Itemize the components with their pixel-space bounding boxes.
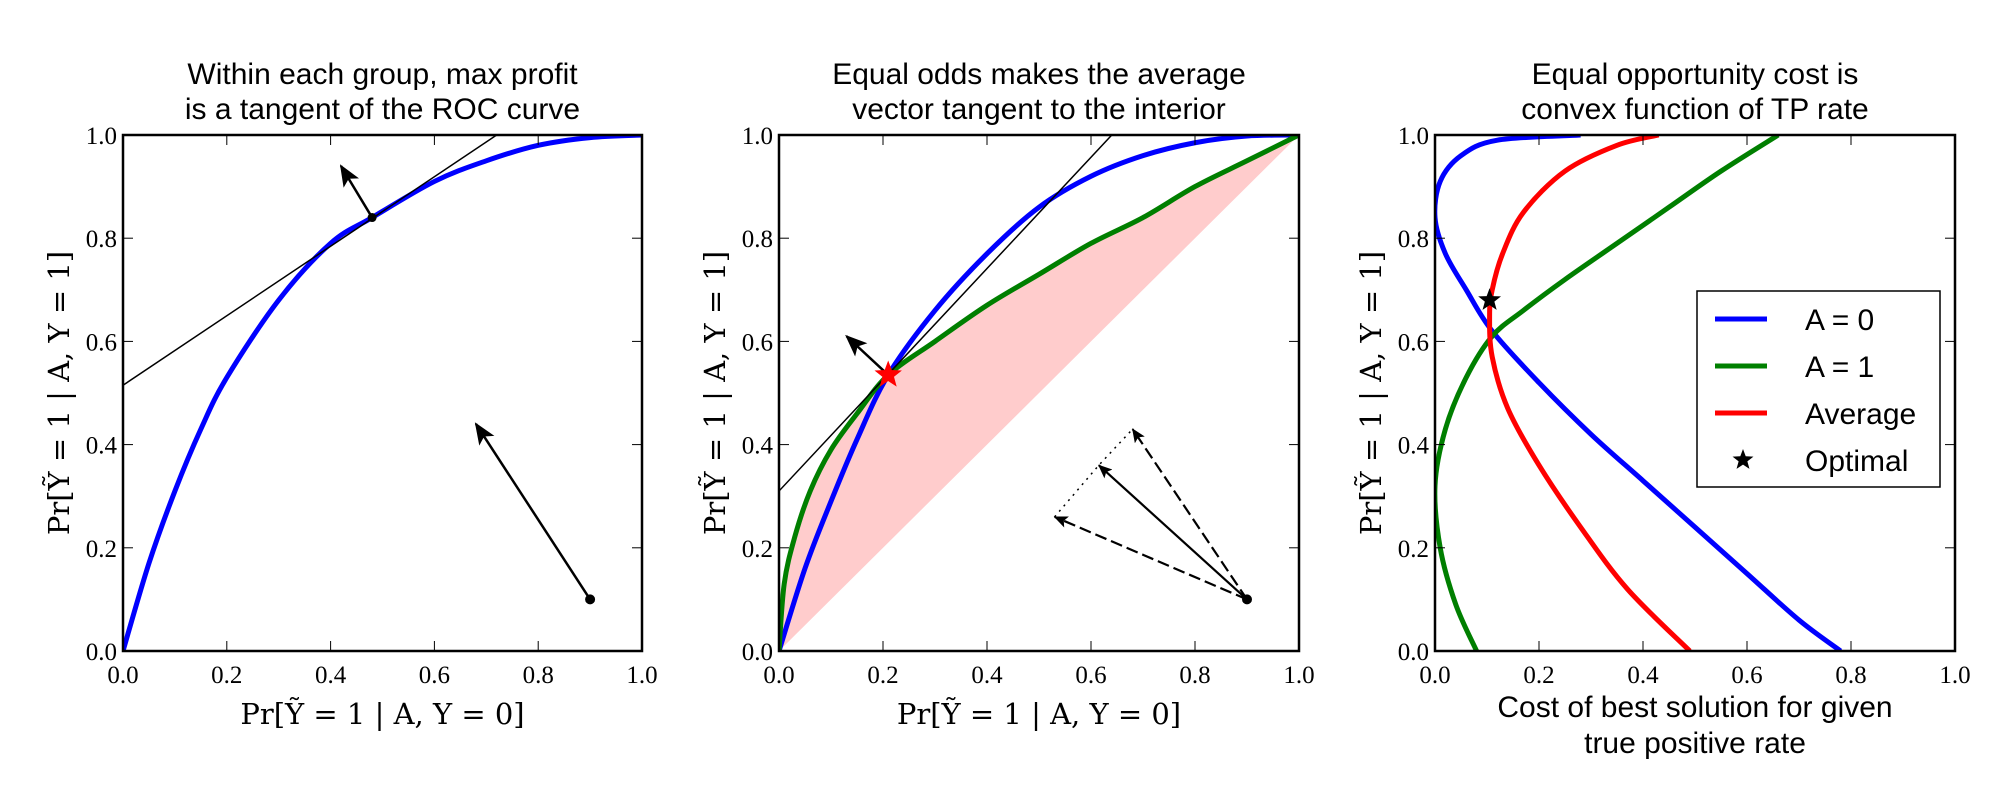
axes-2: 0.00.0 0.2 0.2 0.4 0.4 0.6 0.6 0.8 0.8 1.0 1.0 [742,123,1315,689]
legend-star-icon [1732,449,1754,469]
y-tick-label: 0.0 [1398,639,1429,666]
x-tick-label: 0.4 [315,662,347,689]
y-tick-label: 0.2 [86,536,117,563]
y-tick-label: 0.0 [742,639,773,666]
panel-1-title: Within each group, max profit is a tange… [184,58,581,126]
legend-label: A = 0 [1805,304,1874,337]
y-tick-label: 0.8 [742,226,773,253]
panel-2-plot: 0.00.0 0.2 0.2 0.4 0.4 0.6 0.6 0.8 0.8 1.0 1.0 [742,123,1315,689]
x-tick-label: 0.2 [211,662,242,689]
y-tick-label: 1.0 [1398,123,1429,150]
arrow [339,164,374,219]
x-tick-label: 1.0 [1939,662,1970,689]
cost-curve-a0 [1435,135,1843,651]
optimal-star-icon [1478,288,1502,310]
axes-1: 0.00.0 0.2 0.2 0.4 0.4 0.6 0.6 0.8 0.8 1.0 1.0 [86,123,658,689]
x-tick-label: 0.0 [763,662,794,689]
y-tick-label: 0.2 [742,536,773,563]
plot-frame [1433,133,1957,653]
x-tick-label: 0.2 [1523,662,1554,689]
feasible-region-fill [779,135,1299,651]
optimal-star-icon [874,360,902,387]
plot-frame [777,133,1301,653]
roc-curve [123,135,642,651]
x-tick-label: 0.4 [971,662,1003,689]
arrow [845,334,890,376]
curve-a1 [779,135,1299,651]
y-tick-label: 0.6 [86,329,117,356]
x-tick-label: 0.6 [1075,662,1106,689]
x-tick-label: 0.8 [1835,662,1866,689]
y-tick-label: 1.0 [86,123,117,150]
x-tick-label: 0.0 [107,662,138,689]
legend: A = 0 A = 1 Average Optimal [1696,290,1941,488]
x-tick-label: 0.8 [1179,662,1210,689]
y-tick-label: 0.0 [86,639,117,666]
y-tick-label: 0.4 [742,433,774,460]
plot-frame [121,133,644,653]
y-tick-label: 0.6 [742,329,773,356]
x-tick-label: 0.6 [1731,662,1762,689]
arrow [474,422,592,601]
tangent-line [779,135,1113,492]
x-tick-label: 0.6 [419,662,450,689]
panel-1-plot: 0.00.0 0.2 0.2 0.4 0.4 0.6 0.6 0.8 0.8 1.0 1.0 [86,123,658,689]
panel-1-xlabel: Pr[Ỹ = 1 | A, Y = 0] [240,697,525,731]
y-tick-label: 0.8 [1398,226,1429,253]
curve-a0 [779,135,1299,651]
x-tick-label: 1.0 [626,662,657,689]
y-tick-label: 0.2 [1398,536,1429,563]
legend-label: Optimal [1805,445,1908,478]
y-tick-label: 0.4 [1398,433,1430,460]
panel-3-xlabel: Cost of best solution for given true pos… [1497,691,1893,760]
axes-3: 0.00.0 0.2 0.2 0.4 0.4 0.6 0.6 0.8 0.8 1.0 1.0 [1398,123,1971,689]
cost-curve-average [1487,135,1692,651]
y-tick-label: 1.0 [742,123,773,150]
dashed-arrow [1131,428,1248,601]
panel-2-xlabel: Pr[Ỹ = 1 | A, Y = 0] [896,697,1182,731]
legend-label: Average [1805,398,1916,431]
arrow-origin-dot [585,594,596,605]
dashed-arrow [1053,515,1248,601]
panel-3-title: Equal opportunity cost is convex functio… [1521,58,1869,126]
panel-3-plot: 0.00.0 0.2 0.2 0.4 0.4 0.6 0.6 0.8 0.8 1.0 1.0 A = … [1398,123,1971,689]
y-tick-label: 0.4 [86,433,118,460]
tangent-line [123,135,498,386]
legend-box [1696,290,1941,488]
legend-label: A = 1 [1805,351,1874,384]
x-tick-label: 0.4 [1627,662,1659,689]
y-tick-label: 0.8 [86,226,117,253]
x-tick-label: 1.0 [1283,662,1314,689]
arrow [1098,464,1248,601]
panel-2-title: Equal odds makes the average vector tang… [832,58,1246,126]
x-tick-label: 0.2 [867,662,898,689]
x-tick-label: 0.8 [523,662,554,689]
dotted-connector [1054,428,1134,518]
y-tick-label: 0.6 [1398,329,1429,356]
x-tick-label: 0.0 [1419,662,1450,689]
